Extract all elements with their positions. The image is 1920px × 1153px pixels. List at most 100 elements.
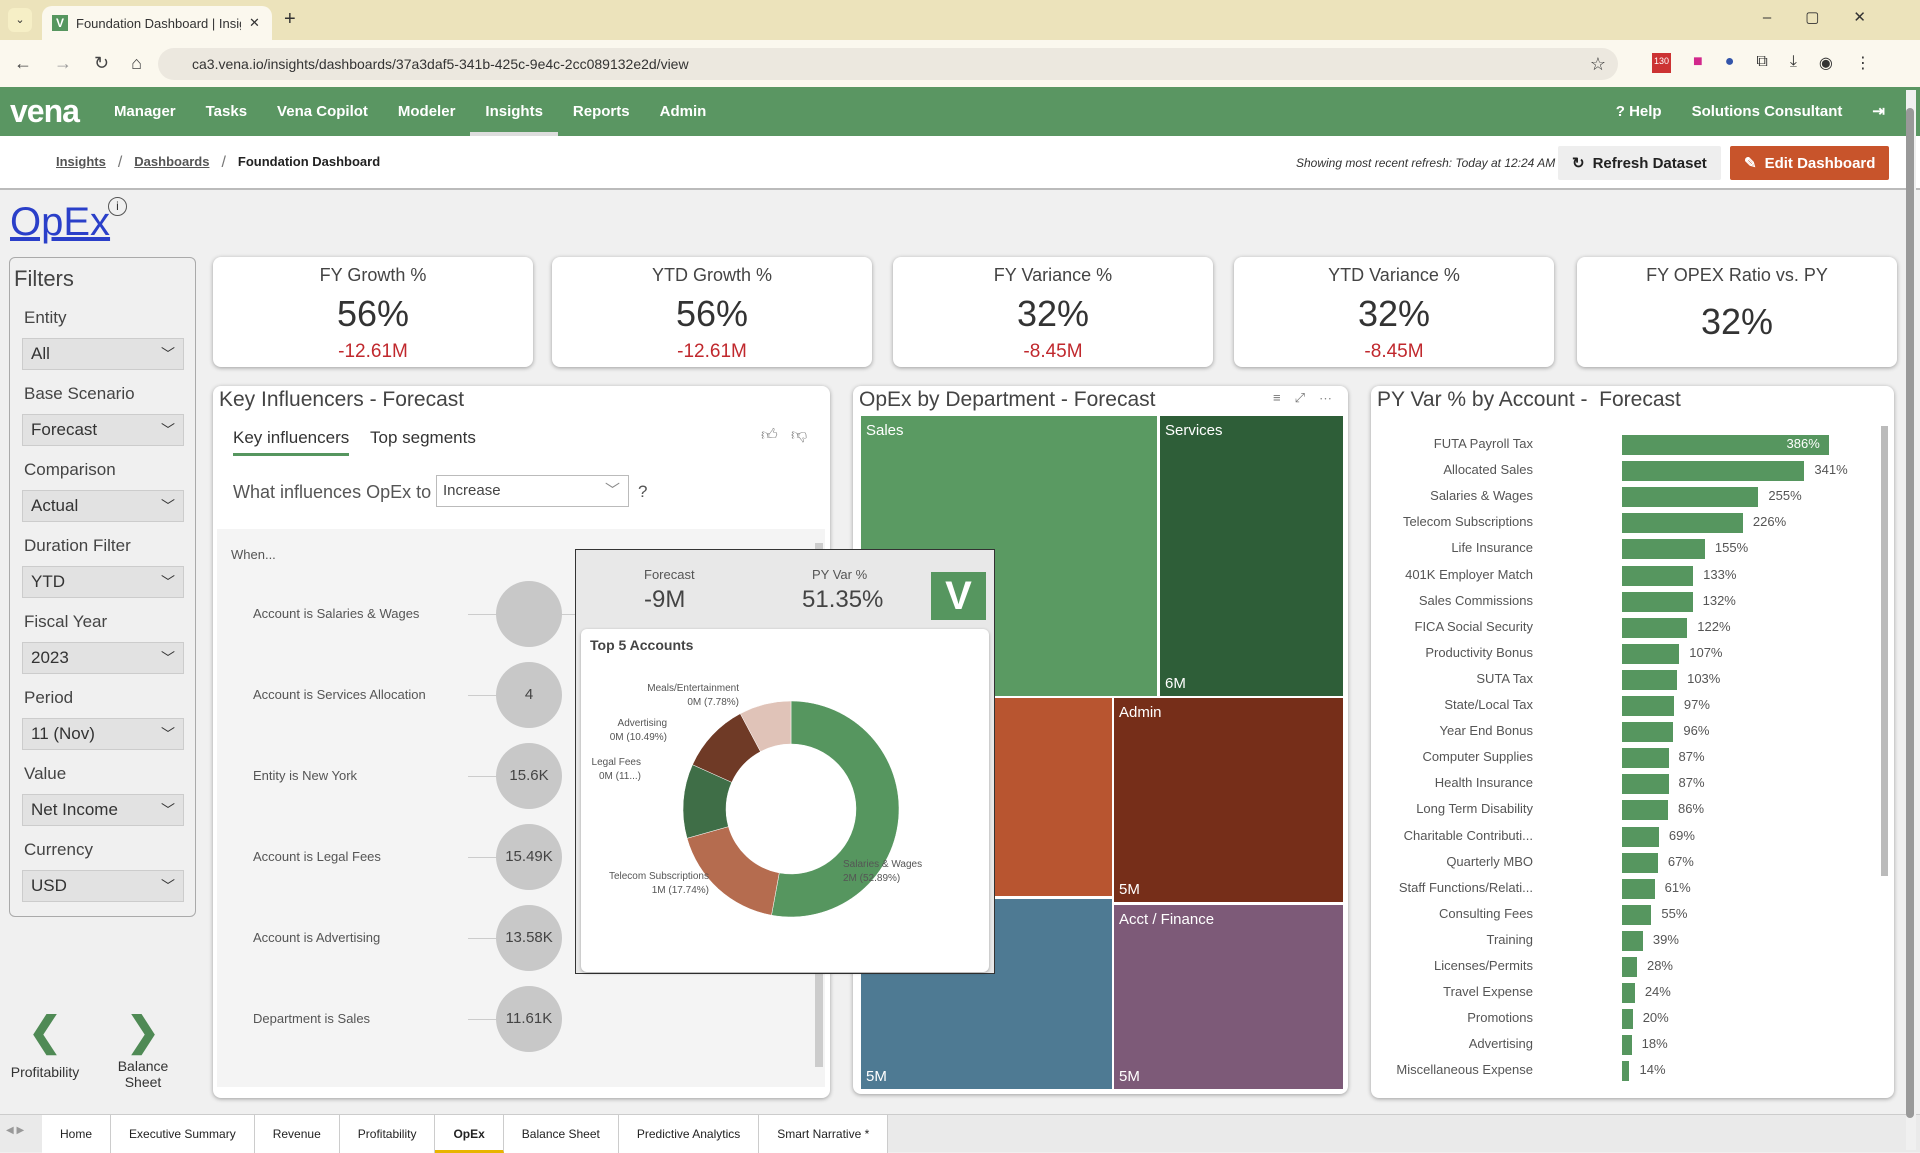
- bar[interactable]: [1622, 722, 1674, 743]
- filter-dropdown[interactable]: Forecast ﹀: [22, 414, 184, 446]
- influencer-bubble[interactable]: 15.6K: [496, 743, 562, 809]
- refresh-dataset-button[interactable]: ↻ Refresh Dataset: [1558, 146, 1721, 180]
- influencer-bubble[interactable]: [496, 581, 562, 647]
- bar[interactable]: [1622, 878, 1655, 899]
- page-tab[interactable]: Executive Summary: [111, 1115, 255, 1153]
- nav-tasks[interactable]: Tasks: [205, 103, 248, 120]
- filter-icon[interactable]: ≡: [1273, 390, 1295, 405]
- bar[interactable]: [1622, 826, 1659, 847]
- filter-dropdown[interactable]: YTD ﹀: [22, 566, 184, 598]
- bar[interactable]: [1622, 1061, 1630, 1082]
- breadcrumb-insights[interactable]: Insights: [56, 154, 106, 169]
- close-tab-icon[interactable]: ✕: [249, 15, 260, 30]
- nav-manager[interactable]: Manager: [113, 103, 176, 120]
- filter-dropdown[interactable]: Net Income ﹀: [22, 794, 184, 826]
- info-icon[interactable]: i: [108, 197, 127, 216]
- bar[interactable]: [1622, 565, 1694, 586]
- puzzle-icon[interactable]: ⧉: [1756, 53, 1768, 70]
- influencer-label[interactable]: Entity is New York: [253, 768, 358, 783]
- bar[interactable]: [1622, 617, 1688, 638]
- bar[interactable]: [1622, 904, 1652, 925]
- page-tab[interactable]: Smart Narrative *: [759, 1115, 889, 1153]
- treemap-cell[interactable]: Acct / Finance 5M: [1114, 905, 1343, 1089]
- back-icon[interactable]: ←: [14, 53, 32, 73]
- donut-slice[interactable]: [771, 700, 900, 918]
- filter-dropdown[interactable]: 2023 ﹀: [22, 642, 184, 674]
- bar[interactable]: [1622, 487, 1759, 508]
- treemap-cell[interactable]: Services 6M: [1160, 416, 1343, 696]
- extensions-area[interactable]: 130 ■ ● ⧉ ⤓ ◉ ⋮: [1652, 53, 1871, 73]
- reload-icon[interactable]: ↻: [94, 53, 110, 73]
- influencer-label[interactable]: Account is Legal Fees: [253, 849, 381, 864]
- influencer-bubble[interactable]: 4: [496, 662, 562, 728]
- more-options-icon[interactable]: ⋯: [1319, 390, 1347, 405]
- bar[interactable]: [1622, 930, 1643, 951]
- bar[interactable]: [1622, 1009, 1633, 1030]
- bar[interactable]: [1622, 696, 1674, 716]
- bar[interactable]: [1622, 643, 1680, 664]
- treemap-cell[interactable]: Admin 5M: [1114, 698, 1343, 902]
- donut-slice[interactable]: [739, 700, 792, 752]
- scroll-thumb[interactable]: [1906, 108, 1914, 1118]
- bar[interactable]: [1622, 513, 1743, 534]
- bar[interactable]: [1622, 774, 1669, 795]
- direction-dropdown[interactable]: Increase ﹀: [436, 475, 629, 507]
- bar[interactable]: [1622, 539, 1705, 560]
- bar[interactable]: [1622, 800, 1668, 821]
- bar-chart-scrollbar[interactable]: [1881, 426, 1888, 876]
- page-tab[interactable]: Predictive Analytics: [618, 1115, 760, 1153]
- nav-insights[interactable]: Insights: [470, 87, 558, 136]
- edit-dashboard-button[interactable]: ✎ Edit Dashboard: [1730, 146, 1890, 180]
- thumbs-up-icon[interactable]: 👍︎: [761, 427, 778, 444]
- url-field[interactable]: ca3.vena.io/insights/dashboards/37a3daf5…: [158, 48, 1618, 80]
- page-tab[interactable]: Balance Sheet: [503, 1115, 619, 1153]
- focus-mode-icon[interactable]: ⤢: [1294, 390, 1319, 405]
- filter-dropdown[interactable]: All ﹀: [22, 338, 184, 370]
- page-tab[interactable]: Profitability: [339, 1115, 436, 1153]
- bar[interactable]: [1622, 852, 1658, 873]
- help-link[interactable]: ? Help: [1615, 103, 1662, 120]
- filter-dropdown[interactable]: 11 (Nov) ﹀: [22, 718, 184, 750]
- tab-key-influencers[interactable]: Key influencers: [233, 428, 350, 456]
- bar[interactable]: [1622, 983, 1635, 1004]
- prev-page-profitability[interactable]: ❮ Profitability: [10, 1012, 80, 1080]
- extension-circle-icon[interactable]: ●: [1724, 53, 1735, 70]
- influencer-label[interactable]: Department is Sales: [253, 1011, 371, 1026]
- nav-reports[interactable]: Reports: [572, 103, 630, 120]
- extension-icon[interactable]: ■: [1693, 53, 1703, 70]
- tab-top-segments[interactable]: Top segments: [370, 428, 476, 447]
- browser-tab[interactable]: V Foundation Dashboard | Insights ✕: [42, 6, 272, 40]
- influencer-label[interactable]: Account is Services Allocation: [253, 687, 426, 702]
- influencer-bubble[interactable]: 13.58K: [496, 905, 562, 971]
- logout-icon[interactable]: ⇥: [1872, 103, 1885, 120]
- page-title[interactable]: OpEx: [10, 200, 111, 244]
- nav-vena-copilot[interactable]: Vena Copilot: [277, 103, 368, 120]
- tab-list-button[interactable]: ⌄: [8, 8, 32, 32]
- bar[interactable]: [1622, 748, 1669, 769]
- bar[interactable]: [1622, 435, 1829, 455]
- nav-modeler[interactable]: Modeler: [397, 103, 456, 120]
- thumbs-down-icon[interactable]: 👎︎: [791, 427, 808, 444]
- window-controls[interactable]: –▢✕: [1762, 9, 1900, 26]
- influencer-bubble[interactable]: 15.49K: [496, 824, 562, 890]
- page-tab[interactable]: Home: [42, 1115, 112, 1153]
- filter-dropdown[interactable]: USD ﹀: [22, 870, 184, 902]
- extension-badge-icon[interactable]: 130: [1652, 53, 1672, 73]
- profile-icon[interactable]: ◉: [1818, 55, 1833, 72]
- tab-scroll-arrows[interactable]: ◀ ▶: [6, 1125, 25, 1136]
- visual-header-icons[interactable]: ≡⤢⋯: [1273, 390, 1346, 406]
- bar[interactable]: [1622, 669, 1678, 690]
- download-icon[interactable]: ⤓: [1789, 53, 1797, 70]
- page-scrollbar[interactable]: [1906, 90, 1916, 1150]
- new-tab-button[interactable]: +: [284, 8, 296, 30]
- breadcrumb-dashboards[interactable]: Dashboards: [134, 154, 210, 169]
- influencer-label[interactable]: Account is Salaries & Wages: [253, 606, 420, 621]
- bookmark-star-icon[interactable]: ☆: [1589, 53, 1606, 74]
- page-tab[interactable]: Revenue: [254, 1115, 340, 1153]
- nav-admin[interactable]: Admin: [659, 103, 707, 120]
- influencer-label[interactable]: Account is Advertising: [253, 930, 381, 945]
- influencer-bubble[interactable]: 11.61K: [496, 986, 562, 1052]
- menu-icon[interactable]: ⋮: [1854, 55, 1871, 72]
- home-icon[interactable]: ⌂: [131, 53, 142, 73]
- filter-dropdown[interactable]: Actual ﹀: [22, 490, 184, 522]
